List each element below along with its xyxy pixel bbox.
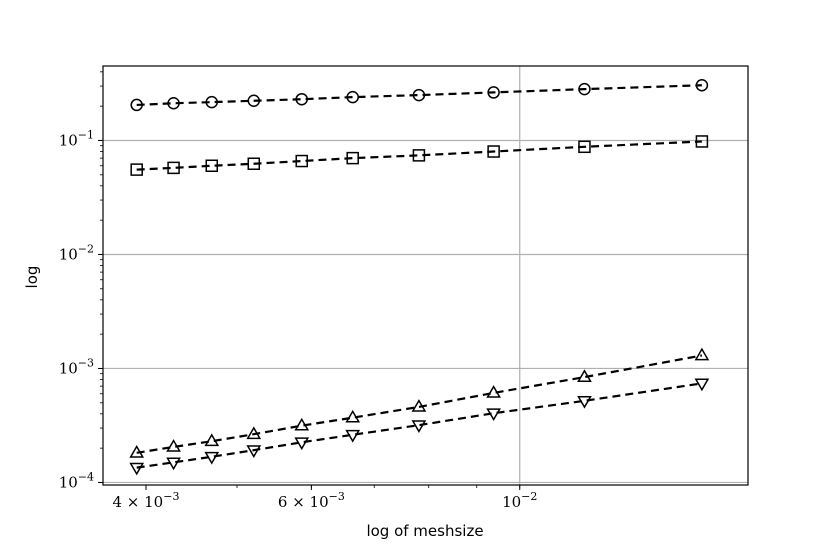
point-triangle-down <box>294 437 310 451</box>
series-line <box>136 84 702 107</box>
point-triangle-down <box>129 462 145 476</box>
series-triangle-up <box>129 347 710 458</box>
series-square <box>130 135 709 176</box>
point-square <box>578 140 591 154</box>
point-triangle-up <box>129 444 145 458</box>
x-axis-label: log of meshsize <box>366 522 483 540</box>
x-tick-label: 6 × 10−3 <box>278 490 345 511</box>
point-square <box>412 149 426 162</box>
y-tick-label: 10−4 <box>59 470 94 491</box>
point-triangle-down <box>411 420 427 434</box>
point-triangle-up <box>166 439 181 452</box>
plot-frame <box>102 65 749 486</box>
point-triangle-up <box>577 369 592 382</box>
point-triangle-up <box>294 417 310 431</box>
point-square <box>247 157 261 170</box>
series-line <box>136 382 703 469</box>
point-square <box>130 163 143 176</box>
point-triangle-down <box>345 429 361 443</box>
point-circle <box>695 79 709 92</box>
grid-layer <box>103 66 748 485</box>
point-triangle-down <box>486 408 501 422</box>
point-triangle-up <box>694 347 710 361</box>
x-tick-label: 10−2 <box>502 490 537 511</box>
series-triangle-down <box>129 378 710 476</box>
series-layer <box>129 79 710 476</box>
x-tick-label: 4 × 10−3 <box>112 490 179 511</box>
point-triangle-down <box>246 445 262 458</box>
point-square <box>346 151 359 165</box>
point-circle <box>412 88 426 102</box>
point-triangle-down <box>694 378 710 392</box>
point-triangle-down <box>204 451 220 465</box>
y-tick-label: 10−3 <box>59 356 94 377</box>
point-square <box>167 161 180 175</box>
point-triangle-up <box>411 399 427 412</box>
point-triangle-up <box>345 409 361 423</box>
point-circle <box>578 82 591 96</box>
series-circle <box>130 79 709 112</box>
ticks-layer: 10−4 10−3 10−2 10−1 4 × 10−3 6 × 10−3 10−2 <box>59 71 537 511</box>
point-triangle-down <box>166 457 181 471</box>
point-square <box>205 159 219 173</box>
point-circle <box>130 98 143 112</box>
point-circle <box>247 94 261 108</box>
point-circle <box>487 86 500 99</box>
point-circle <box>205 95 219 109</box>
series-line <box>136 140 702 171</box>
point-circle <box>295 92 308 106</box>
series-line <box>136 354 703 454</box>
point-triangle-up <box>204 433 220 447</box>
point-triangle-down <box>577 395 592 409</box>
point-triangle-up <box>246 426 262 440</box>
point-circle <box>167 97 180 110</box>
y-tick-label: 10−1 <box>59 128 94 149</box>
y-axis-label: log <box>23 266 41 289</box>
y-tick-label: 10−2 <box>59 242 94 263</box>
point-square <box>487 145 500 158</box>
point-square <box>695 135 709 148</box>
point-circle <box>346 90 359 104</box>
point-square <box>295 154 308 168</box>
point-triangle-up <box>486 385 501 398</box>
